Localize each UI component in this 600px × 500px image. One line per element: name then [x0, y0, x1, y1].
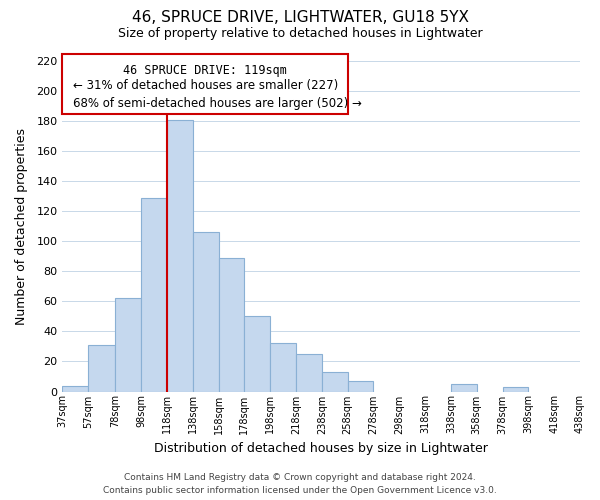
Text: 46 SPRUCE DRIVE: 119sqm: 46 SPRUCE DRIVE: 119sqm: [123, 64, 287, 78]
Bar: [167, 120, 193, 392]
Bar: [451, 384, 477, 392]
Bar: [296, 354, 322, 392]
Bar: [62, 386, 88, 392]
Text: Size of property relative to detached houses in Lightwater: Size of property relative to detached ho…: [118, 28, 482, 40]
Bar: [88, 345, 115, 392]
Bar: [322, 372, 347, 392]
Text: 68% of semi-detached houses are larger (502) →: 68% of semi-detached houses are larger (…: [73, 98, 362, 110]
Text: Contains HM Land Registry data © Crown copyright and database right 2024.
Contai: Contains HM Land Registry data © Crown c…: [103, 474, 497, 495]
Bar: [193, 232, 218, 392]
FancyBboxPatch shape: [62, 54, 347, 114]
Bar: [270, 344, 296, 392]
Bar: [347, 381, 373, 392]
Text: 46, SPRUCE DRIVE, LIGHTWATER, GU18 5YX: 46, SPRUCE DRIVE, LIGHTWATER, GU18 5YX: [131, 10, 469, 25]
Bar: [115, 298, 141, 392]
X-axis label: Distribution of detached houses by size in Lightwater: Distribution of detached houses by size …: [154, 442, 488, 455]
Bar: [141, 198, 167, 392]
Bar: [244, 316, 270, 392]
Bar: [218, 258, 244, 392]
Bar: [503, 387, 529, 392]
Y-axis label: Number of detached properties: Number of detached properties: [15, 128, 28, 325]
Text: ← 31% of detached houses are smaller (227): ← 31% of detached houses are smaller (22…: [73, 80, 338, 92]
